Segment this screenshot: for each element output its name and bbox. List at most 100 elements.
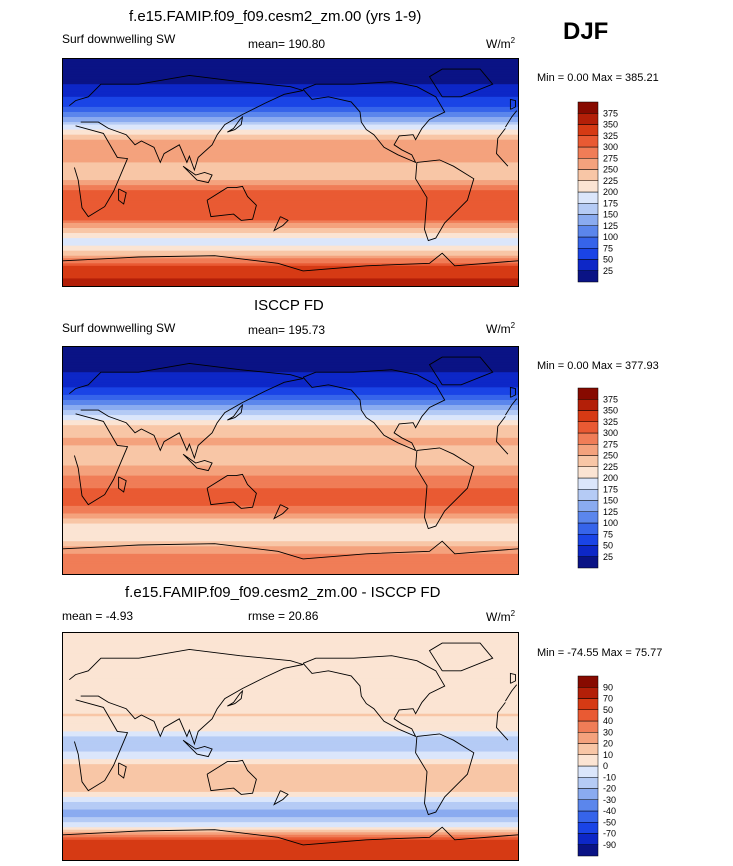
colorbar-box [577, 101, 599, 114]
colorbar-tick-label: -40 [603, 806, 616, 816]
colorbar-tick-label: 30 [603, 727, 613, 737]
coastline [206, 473, 257, 509]
map-lat-band [63, 364, 518, 368]
map-lat-band [63, 154, 518, 158]
colorbar-box [577, 225, 599, 238]
colorbar-box [577, 732, 599, 744]
colorbar-box [577, 556, 599, 569]
map-lat-band [63, 781, 518, 785]
map-lat-band [63, 817, 518, 821]
colorbar-tick-label: 350 [603, 120, 618, 130]
map-lat-band [63, 117, 518, 121]
panel3-mean-label: mean = -4.93 [62, 609, 134, 623]
colorbar-box [577, 810, 599, 823]
map-lat-band [63, 129, 518, 133]
coastline [273, 504, 289, 520]
map-lat-band [63, 716, 518, 720]
colorbar-tick-label: 200 [603, 473, 618, 483]
map-lat-band [63, 215, 518, 219]
map-lat-band [63, 369, 518, 373]
map-lat-band [63, 144, 518, 148]
colorbar-tick-label: 10 [603, 750, 613, 760]
coastline [509, 386, 516, 398]
panel3-title: f.e15.FAMIP.f09_f09.cesm2_zm.00 - ISCCP … [125, 584, 441, 601]
coastline [428, 642, 494, 672]
coastline [302, 655, 446, 738]
colorbar-tick-label: 175 [603, 484, 618, 494]
coastline [509, 98, 516, 110]
map-lat-band [63, 774, 518, 778]
map-lat-band [63, 761, 518, 765]
map-lat-band [63, 766, 518, 770]
panel2-colorbar: 25 50 75 100 125 150 175 200 225 250 275 300 325 350 3… [577, 387, 638, 569]
coastline [302, 369, 446, 452]
colorbar-tick-label: 250 [603, 165, 618, 175]
map-lat-band [63, 195, 518, 199]
panel1-variable-label: Surf downwelling SW [62, 32, 176, 46]
coastline [273, 790, 289, 806]
colorbar-box [577, 259, 599, 271]
coastline [227, 115, 244, 133]
map-lat-band [63, 217, 518, 222]
colorbar-box [577, 489, 599, 501]
map-lat-band [63, 510, 518, 515]
colorbar-box [577, 545, 599, 557]
colorbar-box [577, 248, 599, 260]
map-lat-band [63, 543, 518, 547]
colorbar-box [577, 522, 599, 535]
map-lat-band [63, 655, 518, 659]
map-lat-band [63, 819, 518, 823]
map-lat-band [63, 533, 518, 537]
colorbar-tick-label: 150 [603, 496, 618, 506]
colorbar-tick-label: 0 [603, 761, 608, 771]
colorbar-tick-label: 275 [603, 439, 618, 449]
map-lat-band [63, 726, 518, 730]
colorbar-box [577, 410, 599, 422]
map-lat-band [63, 182, 518, 186]
map-lat-band [63, 445, 518, 449]
coastline [69, 74, 518, 172]
map-lat-band [63, 789, 518, 793]
colorbar-box [577, 833, 599, 845]
map-lat-band [63, 528, 518, 532]
map-lat-band [63, 207, 518, 211]
map-lat-band [63, 227, 518, 232]
colorbar-tick-label: 275 [603, 153, 618, 163]
colorbar-tick-label: -10 [603, 772, 616, 782]
colorbar-box [577, 203, 599, 215]
map-lat-band [63, 678, 518, 682]
map-lat-band [63, 696, 518, 700]
map-lat-band [63, 187, 518, 191]
colorbar-tick-label: 100 [603, 518, 618, 528]
coastline [182, 453, 213, 472]
map-lat-band [63, 703, 518, 707]
map-lat-band [63, 164, 518, 169]
map-lat-band [63, 238, 518, 242]
map-lat-band [63, 749, 518, 753]
map-lat-band [63, 733, 518, 738]
map-lat-band [63, 551, 518, 555]
coastline [415, 733, 475, 816]
map-lat-band [63, 447, 518, 452]
colorbar-box [577, 822, 599, 834]
colorbar-box [577, 146, 599, 159]
map-lat-band [63, 468, 518, 472]
map-lat-band [63, 718, 518, 722]
panel3-colorbar: -90 -70 -50 -40 -30 -20 -10 0 10 20 30 40 50 70 90 [577, 675, 638, 857]
map-lat-band [63, 142, 518, 146]
map-lat-band [63, 463, 518, 467]
map-lat-band [63, 809, 518, 813]
map-lat-band [63, 698, 518, 702]
colorbar-tick-label: 75 [603, 529, 613, 539]
map-lat-band [63, 74, 518, 78]
map-lat-band [63, 483, 518, 487]
coastline [73, 699, 509, 792]
map-lat-band [63, 675, 518, 679]
map-lat-band [63, 99, 518, 103]
colorbar-box [577, 421, 599, 434]
map-lat-band [63, 122, 518, 126]
colorbar-tick-label: 125 [603, 221, 618, 231]
map-lat-band [63, 680, 518, 685]
map-lat-band [63, 786, 518, 790]
colorbar-box [577, 169, 599, 181]
